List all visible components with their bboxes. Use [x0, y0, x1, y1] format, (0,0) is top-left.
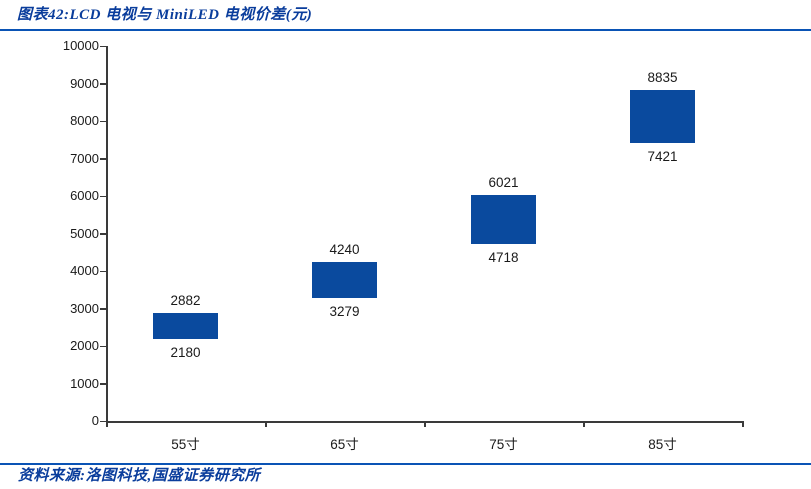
x-axis-tick [742, 421, 744, 427]
y-axis-tick-label: 3000 [70, 300, 99, 316]
y-axis-tick [100, 120, 106, 122]
top-divider-line [0, 29, 811, 31]
y-axis-tick-label: 7000 [70, 150, 99, 166]
bar-high-label: 2882 [170, 292, 201, 308]
x-category-label: 75寸 [489, 437, 518, 452]
bottom-divider-line [0, 463, 811, 465]
source-attribution: 资料来源:洛图科技,国盛证券研究所 [18, 468, 261, 484]
y-axis-tick-label: 0 [91, 413, 99, 428]
y-axis-tick-label: 4000 [70, 263, 99, 278]
bar-high-label: 4240 [329, 242, 360, 257]
figure-title: 图表42:LCD 电视与 MiniLED 电视价差(元) [17, 7, 313, 23]
range-bar [471, 195, 536, 245]
y-axis-tick [100, 420, 106, 422]
bar-low-label: 4718 [488, 250, 519, 266]
y-axis-tick [100, 383, 106, 385]
y-axis-tick [100, 308, 106, 310]
y-axis-tick-label: 1000 [70, 375, 99, 391]
y-axis-tick-label: 2000 [70, 338, 99, 353]
x-category-label: 55寸 [171, 437, 200, 452]
x-axis-tick [106, 421, 108, 427]
range-bar [630, 89, 695, 143]
bar-high-label: 6021 [488, 175, 519, 191]
bar-low-label: 2180 [170, 345, 201, 361]
y-axis-tick [100, 45, 106, 47]
bar-low-label: 3279 [329, 304, 360, 320]
bar-high-label: 8835 [647, 69, 678, 85]
y-axis-tick [100, 233, 106, 235]
x-category-label: 65寸 [330, 437, 359, 452]
y-axis-tick [100, 158, 106, 160]
y-axis-tick [100, 270, 106, 272]
x-axis-tick [583, 421, 585, 427]
range-bar [312, 262, 377, 299]
y-axis-tick-label: 5000 [70, 225, 99, 241]
y-axis-tick [100, 345, 106, 347]
range-bar [153, 312, 218, 340]
x-category-label: 85寸 [648, 437, 677, 452]
y-axis-tick-label: 10000 [62, 38, 99, 53]
y-axis-tick-label: 8000 [70, 113, 99, 128]
y-axis-tick-label: 9000 [70, 75, 99, 91]
y-axis-tick-label: 6000 [70, 188, 99, 203]
y-axis-line [106, 46, 108, 421]
y-axis-tick [100, 195, 106, 197]
bar-low-label: 7421 [647, 148, 678, 164]
x-axis-tick [424, 421, 426, 427]
x-axis-tick [265, 421, 267, 427]
y-axis-tick [100, 83, 106, 85]
